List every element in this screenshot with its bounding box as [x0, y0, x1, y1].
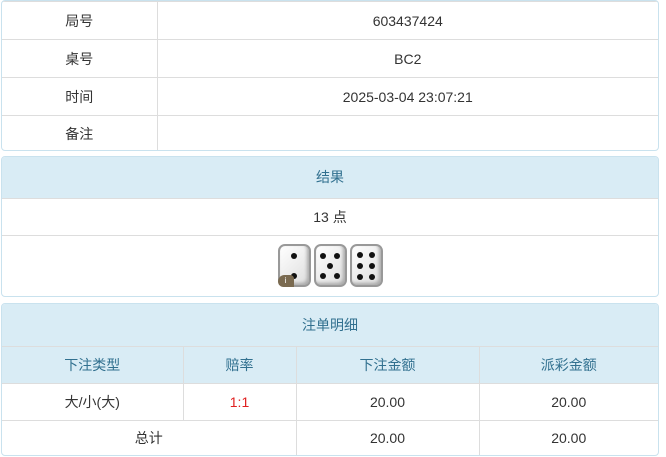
odds: 1:1 [182, 382, 297, 421]
col-payout: 派彩金额 [478, 345, 658, 384]
bets-title: 注单明细 [2, 304, 658, 347]
info-table: 局号 603437424 桌号 BC2 时间 2025-03-04 23:07:21 备注 [2, 1, 658, 150]
dice-cell: i [2, 234, 658, 296]
col-odds: 赔率 [182, 345, 297, 384]
bets-header-row: 下注类型 赔率 下注金额 派彩金额 [2, 345, 658, 384]
info-label: 时间 [2, 77, 158, 116]
info-badge: i [277, 275, 294, 288]
total-label: 总计 [2, 419, 297, 455]
info-panel: 局号 603437424 桌号 BC2 时间 2025-03-04 23:07:21 备注 [1, 0, 659, 151]
pip [291, 253, 297, 259]
pip [368, 251, 375, 258]
info-row: 桌号 BC2 [2, 39, 658, 78]
die-5-icon [313, 244, 347, 288]
bet-type: 大/小(大) [2, 382, 184, 421]
total-row: 总计 20.00 20.00 [2, 419, 658, 455]
result-title: 结果 [2, 157, 658, 199]
pip [368, 273, 375, 280]
bet-amount: 20.00 [295, 382, 480, 421]
info-row: 备注 [2, 115, 658, 150]
pip [357, 262, 364, 269]
die-6-icon [349, 244, 383, 288]
payout: 20.00 [478, 382, 658, 421]
info-label: 备注 [2, 115, 158, 150]
info-value: BC2 [156, 39, 658, 78]
pip [320, 253, 327, 259]
pip [357, 251, 364, 258]
info-label: 局号 [2, 1, 158, 40]
table-row: 大/小(大) 1:1 20.00 20.00 [2, 382, 658, 421]
col-bet-amount: 下注金额 [295, 345, 480, 384]
info-value: 603437424 [156, 1, 658, 40]
info-value: 2025-03-04 23:07:21 [156, 77, 658, 116]
info-row: 时间 2025-03-04 23:07:21 [2, 77, 658, 116]
pip [333, 272, 340, 279]
result-panel: 结果 13 点 i [1, 156, 659, 297]
col-bet-type: 下注类型 [2, 345, 184, 384]
pip [357, 273, 364, 280]
pip [291, 272, 297, 279]
dice: i [2, 244, 658, 288]
total-payout: 20.00 [478, 419, 658, 455]
pip [320, 272, 327, 279]
die-2-icon: i [277, 244, 311, 288]
info-label: 桌号 [2, 39, 158, 78]
bets-panel: 注单明细 下注类型 赔率 下注金额 派彩金额 大/小(大) 1:1 20.00 … [1, 303, 659, 456]
total-amount: 20.00 [295, 419, 480, 455]
pip [333, 253, 340, 259]
pip [368, 262, 375, 269]
result-points: 13 点 [2, 197, 658, 236]
info-value [156, 115, 658, 150]
pip [327, 262, 333, 269]
info-row: 局号 603437424 [2, 1, 658, 40]
